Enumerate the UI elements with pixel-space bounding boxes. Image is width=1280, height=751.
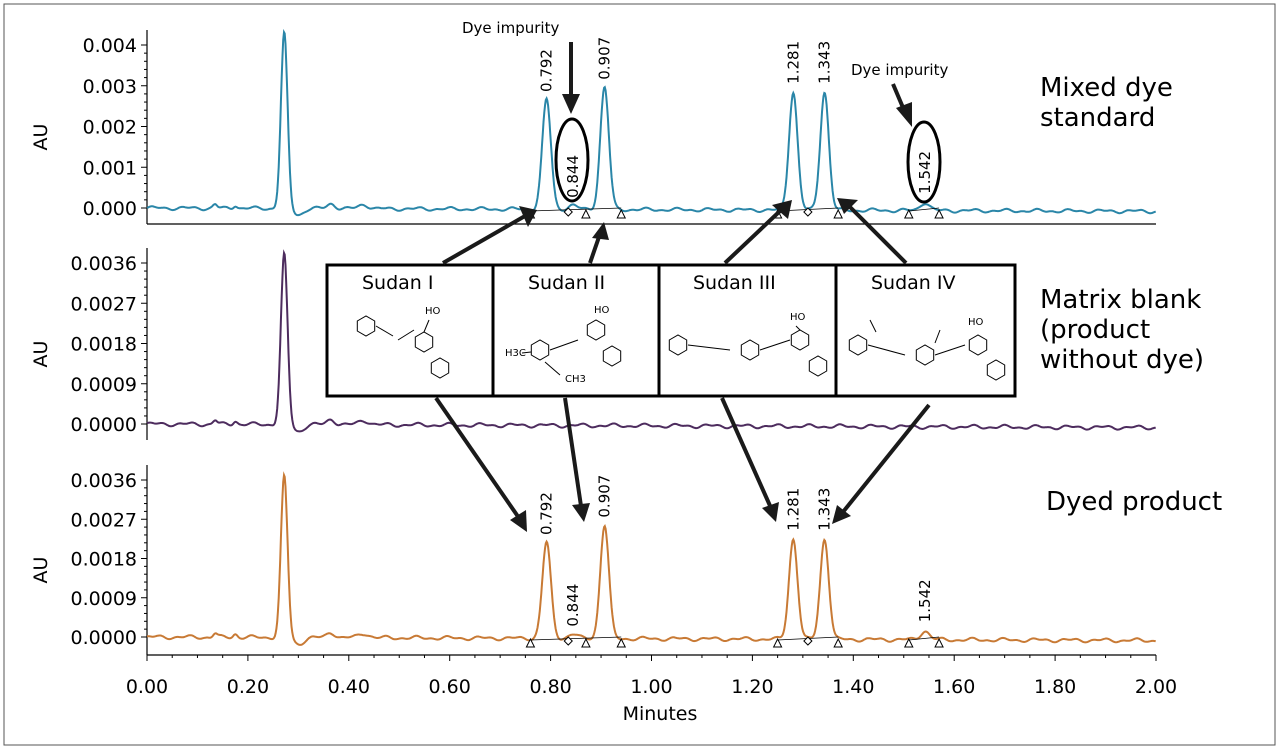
panel-mixed-dye-standard: 0.000 0.001 0.002 0.003 0.004 AU 0.792 0.844 0.9… [30,28,1157,225]
integration-marker [934,208,944,219]
x-tick-label: 1.00 [630,676,672,698]
y-tick-label: 0.004 [83,35,137,57]
y-tick-label: 0.0018 [71,549,137,571]
impurity-arrow [891,83,912,127]
structure-title-sudan-iv: Sudan IV [871,272,956,294]
x-tick-label: 1.80 [1034,676,1076,698]
panel-label-line: Matrix blank [1040,285,1201,315]
peak-label: 0.844 [564,155,582,198]
x-tick-label: 0.60 [429,676,471,698]
oh-label: HO [790,312,806,323]
x-tick-label: 0.20 [227,676,269,698]
y-tick-label: 0.003 [83,76,137,98]
peak-label: 1.343 [816,488,834,531]
chromatogram-trace [146,249,1156,433]
structures-frame [325,263,1017,398]
structures-box: Sudan I Sudan II Sudan III Sudan IV HO H… [325,263,1017,398]
h3c-label: H3C [505,348,526,359]
x-tick-label: 0.80 [529,676,571,698]
integration-marker [803,207,813,217]
integration-marker [903,637,914,648]
integration-marker [525,637,536,648]
integration-marker [934,637,944,648]
x-tick-labels: 0.00 0.20 0.40 0.60 0.80 1.00 1.20 1.40 1.60 1.80… [126,655,1177,698]
y-tick-label: 0.0009 [71,374,137,396]
panel-label-line: (product [1040,315,1150,345]
peak-label: 1.542 [916,579,934,622]
integration-marker [772,637,783,648]
x-tick-label: 1.20 [731,676,773,698]
y-tick-label: 0.0009 [71,588,137,610]
integration-marker [616,208,627,219]
y-tick-label: 0.0027 [71,293,137,315]
x-tick-label: 0.00 [126,676,168,698]
x-tick-label: 2.00 [1135,676,1177,698]
peak-label: 0.907 [596,37,614,80]
integration-marker [563,636,573,646]
integration-marker [616,637,627,648]
dye-impurity-annotation: Dye impurity [851,61,948,79]
integration-baseline [908,207,940,212]
integration-marker [833,208,843,219]
y-tick-label: 0.0000 [71,414,137,436]
panel-dyed-product: 0.0000 0.0009 0.0018 0.0027 0.0036 AU 0.792 0.8… [30,465,1156,656]
impurity-arrow [562,42,580,114]
peak-label: 1.542 [916,151,934,194]
x-tick-label: 1.60 [933,676,975,698]
peak-label: 0.792 [538,492,556,535]
integration-baseline [530,207,622,212]
y-tick-label: 0.001 [83,157,137,179]
oh-label: HO [594,305,610,316]
panel-label-line: standard [1040,103,1155,133]
integration-marker [563,207,573,217]
y-axis-label: AU [30,557,52,584]
chromatogram-trace [146,28,1157,217]
peak-label: 0.844 [564,584,582,627]
y-tick-label: 0.0018 [71,334,137,356]
integration-marker [581,637,591,648]
impurity-circle [906,120,942,204]
peak-label: 1.343 [816,41,834,84]
panel-matrix-blank: 0.0000 0.0009 0.0018 0.0027 0.0036 AU [30,248,1156,440]
integration-baseline [530,636,622,641]
x-axis-label: Minutes [623,703,698,725]
peak-label: 0.792 [538,49,556,92]
structure-title-sudan-ii: Sudan II [528,272,605,294]
y-tick-label: 0.0000 [71,627,137,649]
y-tick-label: 0.000 [83,198,137,220]
y-tick-label: 0.0036 [71,470,137,492]
y-axis-label: AU [30,124,52,151]
peak-label: 1.281 [784,488,802,531]
chromatogram-trace [147,471,1156,646]
oh-label: HO [968,317,984,328]
structure-arrows [434,198,931,532]
integration-marker [581,208,591,219]
ch3-label: CH3 [565,374,586,385]
integration-baseline [908,636,940,641]
integration-marker [803,636,813,646]
oh-label: HO [425,306,441,317]
x-tick-label: 0.40 [328,676,370,698]
peak-label: 1.281 [784,41,802,84]
integration-marker [833,637,843,648]
impurity-circle [554,117,590,203]
y-tick-label: 0.0036 [71,253,137,275]
panel-label-line: Mixed dye [1040,73,1173,103]
molecule-drawings [356,315,1006,381]
dye-impurity-annotation: Dye impurity [462,19,559,37]
panel-label-line: Dyed product [1046,487,1222,517]
y-tick-label: 0.0027 [71,509,137,531]
panel-label-line: without dye) [1040,345,1204,375]
peak-label: 0.907 [596,475,614,518]
structure-title-sudan-iii: Sudan III [693,272,776,294]
x-tick-label: 1.40 [832,676,874,698]
y-axis-label: AU [30,341,52,368]
structure-title-sudan-i: Sudan I [362,272,434,294]
y-tick-label: 0.002 [83,117,137,139]
integration-marker [903,208,914,219]
